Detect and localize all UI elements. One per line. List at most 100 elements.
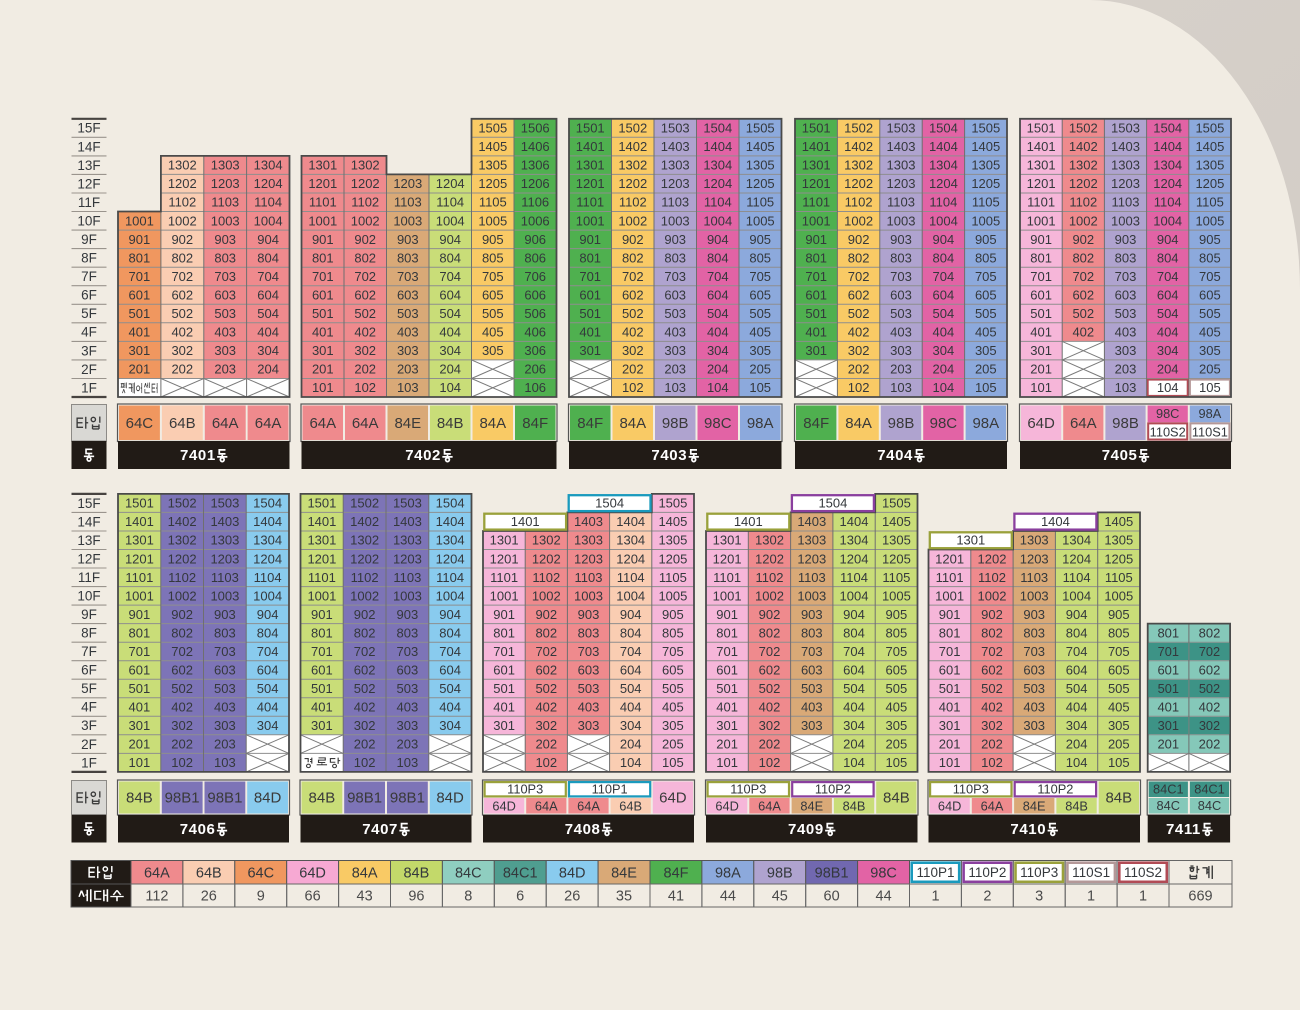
svg-text:505: 505 (482, 306, 504, 321)
svg-text:1305: 1305 (1104, 533, 1133, 548)
svg-text:301: 301 (129, 343, 151, 358)
svg-text:1202: 1202 (351, 176, 380, 191)
svg-text:503: 503 (1115, 306, 1137, 321)
svg-text:405: 405 (975, 325, 997, 340)
svg-text:1404: 1404 (703, 139, 732, 154)
svg-text:801: 801 (312, 250, 334, 265)
svg-text:1204: 1204 (253, 551, 282, 566)
svg-text:1202: 1202 (844, 176, 873, 191)
svg-text:84F: 84F (577, 415, 603, 432)
svg-text:303: 303 (890, 343, 912, 358)
svg-text:602: 602 (171, 288, 193, 303)
svg-text:305: 305 (1199, 343, 1221, 358)
svg-text:906: 906 (524, 232, 546, 247)
svg-text:504: 504 (257, 681, 279, 696)
svg-text:601: 601 (579, 288, 601, 303)
svg-text:704: 704 (707, 269, 729, 284)
svg-text:405: 405 (886, 700, 908, 715)
svg-text:702: 702 (171, 269, 193, 284)
svg-text:604: 604 (933, 288, 955, 303)
svg-text:903: 903 (578, 607, 600, 622)
svg-text:1003: 1003 (211, 213, 240, 228)
svg-text:405: 405 (662, 700, 684, 715)
svg-text:402: 402 (171, 325, 193, 340)
svg-text:15F: 15F (77, 121, 100, 136)
svg-text:903: 903 (397, 232, 419, 247)
svg-text:1101: 1101 (576, 195, 604, 210)
svg-text:1204: 1204 (703, 176, 732, 191)
svg-text:503: 503 (214, 306, 236, 321)
svg-text:805: 805 (749, 250, 771, 265)
svg-text:64D: 64D (938, 798, 961, 813)
svg-text:602: 602 (848, 288, 870, 303)
svg-text:604: 604 (620, 662, 642, 677)
svg-text:904: 904 (843, 607, 865, 622)
svg-text:7F: 7F (81, 644, 97, 659)
svg-text:1505: 1505 (478, 121, 507, 136)
svg-text:1303: 1303 (887, 158, 916, 173)
svg-text:1301: 1301 (307, 533, 336, 548)
svg-text:901: 901 (1030, 232, 1052, 247)
svg-text:1101: 1101 (125, 570, 153, 585)
svg-text:504: 504 (257, 306, 279, 321)
svg-text:84F: 84F (522, 415, 548, 432)
svg-text:602: 602 (622, 288, 644, 303)
svg-text:1102: 1102 (978, 570, 1006, 585)
svg-text:904: 904 (933, 232, 955, 247)
svg-text:105: 105 (975, 380, 997, 395)
svg-text:102: 102 (981, 755, 1003, 770)
svg-text:703: 703 (1023, 644, 1045, 659)
svg-text:1205: 1205 (971, 176, 1000, 191)
svg-text:1405: 1405 (882, 514, 911, 529)
svg-text:202: 202 (535, 737, 557, 752)
svg-text:1501: 1501 (1027, 121, 1056, 136)
svg-text:102: 102 (354, 755, 376, 770)
svg-text:801: 801 (716, 625, 738, 640)
svg-text:705: 705 (975, 269, 997, 284)
svg-text:601: 601 (312, 288, 334, 303)
svg-text:1301: 1301 (802, 158, 831, 173)
svg-text:105: 105 (886, 755, 908, 770)
svg-text:64A: 64A (577, 798, 600, 813)
svg-text:98B: 98B (662, 415, 689, 432)
svg-text:1505: 1505 (971, 121, 1000, 136)
svg-text:702: 702 (622, 269, 644, 284)
svg-text:804: 804 (439, 250, 461, 265)
svg-text:1204: 1204 (254, 176, 283, 191)
svg-text:804: 804 (707, 250, 729, 265)
svg-text:84B: 84B (126, 790, 153, 807)
svg-text:1401: 1401 (802, 139, 831, 154)
svg-text:901: 901 (805, 232, 827, 247)
svg-text:1302: 1302 (532, 533, 561, 548)
svg-text:64A: 64A (535, 798, 558, 813)
svg-text:1303: 1303 (661, 158, 690, 173)
svg-text:1004: 1004 (616, 588, 645, 603)
svg-text:905: 905 (482, 232, 504, 247)
svg-text:705: 705 (749, 269, 771, 284)
svg-text:902: 902 (535, 607, 557, 622)
svg-text:602: 602 (1072, 288, 1094, 303)
svg-text:903: 903 (214, 232, 236, 247)
svg-text:9F: 9F (81, 232, 97, 247)
svg-text:401: 401 (805, 325, 827, 340)
svg-text:98B: 98B (1112, 415, 1139, 432)
svg-text:66: 66 (305, 889, 321, 905)
svg-text:404: 404 (707, 325, 729, 340)
svg-text:1002: 1002 (1069, 213, 1098, 228)
svg-text:110P1: 110P1 (916, 865, 954, 880)
svg-text:202: 202 (171, 737, 193, 752)
svg-text:84D: 84D (254, 790, 282, 807)
svg-text:102: 102 (848, 380, 870, 395)
svg-text:704: 704 (1066, 644, 1088, 659)
svg-text:404: 404 (257, 700, 279, 715)
svg-text:604: 604 (439, 662, 461, 677)
svg-text:1405: 1405 (478, 139, 507, 154)
svg-text:902: 902 (981, 607, 1003, 622)
svg-text:801: 801 (129, 625, 151, 640)
svg-text:702: 702 (535, 644, 557, 659)
svg-text:1305: 1305 (882, 533, 911, 548)
svg-text:405: 405 (482, 325, 504, 340)
svg-text:804: 804 (1157, 250, 1179, 265)
svg-text:84B: 84B (403, 865, 429, 881)
svg-text:503: 503 (397, 681, 419, 696)
